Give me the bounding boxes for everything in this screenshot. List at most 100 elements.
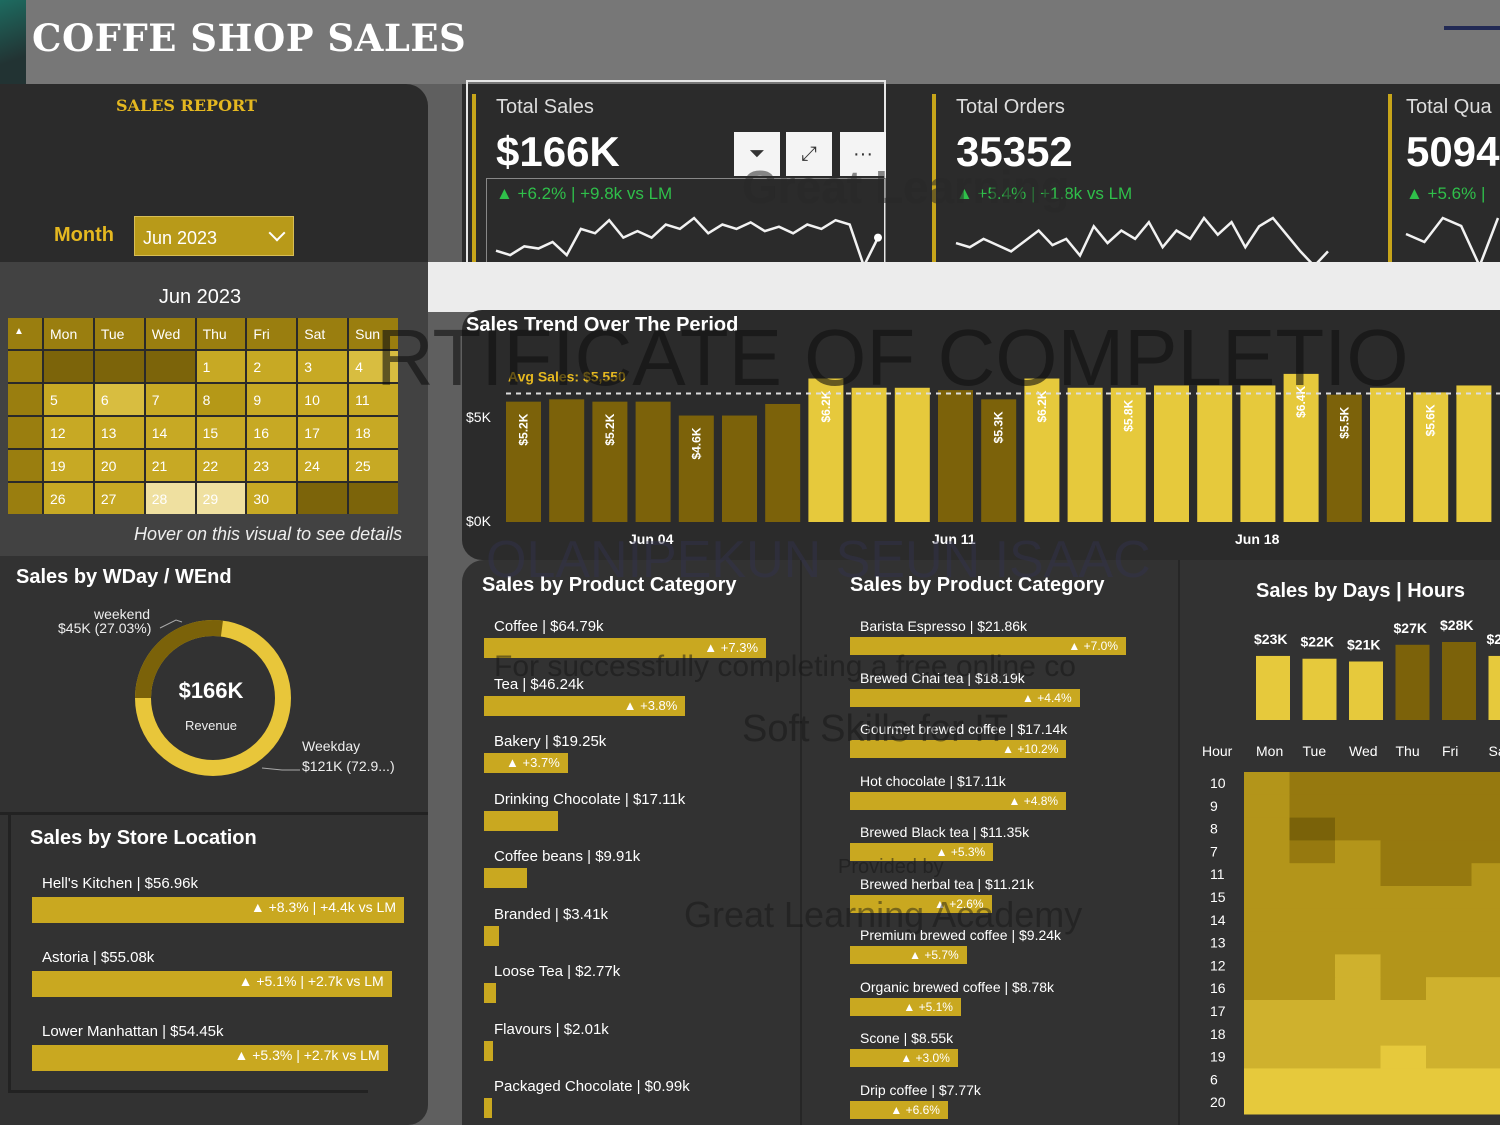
more-options-icon[interactable]: ··· bbox=[840, 132, 886, 176]
page-nav-indicator[interactable] bbox=[1444, 26, 1500, 30]
calendar-day-cell[interactable]: 12 bbox=[44, 417, 93, 448]
sales-trend-panel[interactable]: Sales Trend Over The Period $5K $0K $5.2K $… bbox=[462, 310, 1500, 560]
day-bar bbox=[1349, 661, 1383, 720]
bar[interactable] bbox=[484, 868, 528, 888]
calendar-day-cell[interactable]: 4 bbox=[349, 351, 398, 382]
bar[interactable]: ▲ +5.7% bbox=[850, 946, 967, 964]
calendar-heatmap[interactable]: Jun 2023 ▲ Mon Tue Wed Thu Fri Sat Sun 1 2 3 4 5 6 7 8 9… bbox=[0, 262, 428, 560]
focus-mode-icon[interactable]: ⤢ bbox=[786, 132, 832, 176]
bar[interactable]: ▲ +5.1% bbox=[850, 997, 961, 1016]
calendar-day-cell[interactable]: 16 bbox=[247, 417, 297, 448]
calendar-day-cell[interactable]: 28 bbox=[145, 483, 195, 514]
kpi-card-total-quantity[interactable]: Total Qua 5094 ▲ +5.6% | bbox=[1378, 84, 1500, 302]
bar[interactable]: ▲ +4.4% bbox=[850, 688, 1080, 707]
heatmap-cell bbox=[1471, 772, 1500, 796]
calendar-day-cell[interactable]: 30 bbox=[247, 483, 297, 514]
calendar-day-cell[interactable]: 5 bbox=[44, 384, 93, 415]
calendar-day-cell[interactable]: 15 bbox=[196, 417, 246, 448]
bar[interactable]: ▲ +10.2% bbox=[850, 740, 1067, 758]
calendar-day-cell[interactable] bbox=[298, 483, 348, 514]
hour-label: 11 bbox=[1210, 866, 1225, 882]
hour-label: 12 bbox=[1210, 957, 1226, 973]
calendar-day-cell[interactable]: 26 bbox=[44, 483, 93, 514]
bar-delta: ▲ +5.7% bbox=[909, 948, 959, 962]
calendar-day-cell[interactable]: 6 bbox=[94, 384, 144, 415]
trend-bar bbox=[1240, 385, 1276, 522]
day-bar bbox=[1442, 642, 1476, 720]
day-bar bbox=[1395, 644, 1430, 720]
heatmap-cell bbox=[1471, 1022, 1500, 1047]
heatmap-cell bbox=[1426, 1091, 1472, 1115]
calendar-day-cell[interactable]: 1 bbox=[196, 351, 246, 382]
bar[interactable]: ▲ +7.0% bbox=[850, 637, 1126, 655]
calendar-title: Jun 2023 bbox=[158, 286, 242, 308]
calendar-day-cell[interactable]: 11 bbox=[349, 384, 398, 415]
calendar-grid[interactable]: ▲ Mon Tue Wed Thu Fri Sat Sun 1 2 3 4 5 6 7 8 9 10 11 12 13 1… bbox=[8, 318, 398, 514]
store-location-panel[interactable]: Sales by Store Location Hell's Kitchen |… bbox=[0, 812, 428, 1125]
calendar-day-cell[interactable]: 9 bbox=[247, 384, 297, 415]
bar[interactable]: ▲ +3.0% bbox=[850, 1049, 958, 1067]
month-dropdown[interactable]: Jun 2023 bbox=[134, 216, 294, 256]
hour-label: 7 bbox=[1210, 843, 1218, 859]
heatmap-cell bbox=[1426, 863, 1472, 887]
heatmap-cell bbox=[1289, 1068, 1336, 1092]
calendar-day-cell[interactable]: 2 bbox=[247, 351, 297, 382]
product-type-panel[interactable]: Sales by Product Category Barista Espres… bbox=[800, 560, 1178, 1125]
bar[interactable]: ▲ +5.3% bbox=[850, 843, 994, 861]
wday-donut-chart[interactable] bbox=[0, 556, 428, 812]
product-category-panel[interactable]: Sales by Product Category Coffee | $64.7… bbox=[462, 560, 800, 1125]
calendar-day-cell[interactable]: 10 bbox=[298, 384, 348, 415]
calendar-day-cell[interactable]: 22 bbox=[196, 450, 246, 481]
calendar-day-cell[interactable]: 3 bbox=[298, 351, 348, 382]
calendar-day-cell[interactable] bbox=[145, 351, 195, 382]
bar[interactable] bbox=[484, 983, 497, 1003]
bar[interactable]: ▲ +5.1% | +2.7k vs LM bbox=[32, 971, 392, 997]
bar[interactable]: ▲ +3.8% bbox=[484, 695, 686, 716]
weekday-weekend-panel[interactable]: Sales by WDay / WEnd weekend $45K (27.03… bbox=[0, 556, 428, 812]
bar[interactable]: ▲ +6.6% bbox=[850, 1100, 948, 1119]
days-title: Sales by Days | Hours bbox=[1256, 580, 1466, 602]
bar[interactable] bbox=[484, 925, 499, 946]
calendar-day-cell[interactable]: 21 bbox=[145, 450, 195, 481]
heatmap-cell bbox=[1426, 1068, 1472, 1092]
bar[interactable] bbox=[484, 810, 559, 831]
calendar-day-cell[interactable]: 20 bbox=[94, 450, 144, 481]
calendar-day-cell[interactable]: 29 bbox=[196, 483, 246, 514]
sales-trend-chart[interactable]: $5K $0K $5.2K $5.2K $4.6K $6.2K $5.3K $6.2K $5.8… bbox=[462, 310, 1500, 560]
calendar-day-cell[interactable]: 18 bbox=[349, 417, 398, 448]
days-hours-panel[interactable]: Sales by Days | Hours $23K Mon $22K Tue $21K… bbox=[1178, 560, 1500, 1125]
bar-label: Organic brewed coffee | $8.78k bbox=[860, 978, 1055, 995]
kpi-card-total-sales[interactable]: Total Sales $166K ▲ +6.2% | +9.8k vs LM … bbox=[462, 80, 902, 302]
calendar-day-cell[interactable]: 23 bbox=[247, 450, 297, 481]
x-tick-label: Jun 18 bbox=[1235, 531, 1280, 547]
days-hours-chart[interactable]: $23KMon$22KTue$21KWed$27KThu$28KFri$23Sa… bbox=[1180, 560, 1500, 1125]
kpi-card-total-orders[interactable]: Total Orders 35352 ▲ +5.4% | +1.8k vs LM bbox=[922, 84, 1392, 302]
bar[interactable]: ▲ +3.7% bbox=[484, 753, 568, 773]
calendar-hint: Hover on this visual to see details bbox=[134, 524, 403, 544]
kpi-accent-bar bbox=[472, 94, 476, 294]
calendar-day-cell[interactable]: 17 bbox=[298, 417, 348, 448]
bar[interactable] bbox=[484, 1098, 492, 1118]
trend-data-label: $5.2K bbox=[603, 413, 617, 445]
bar[interactable]: ▲ +2.6% bbox=[850, 894, 992, 913]
trend-bar bbox=[1197, 385, 1233, 522]
calendar-day-cell[interactable]: 7 bbox=[145, 384, 195, 415]
calendar-day-cell[interactable] bbox=[349, 483, 398, 514]
calendar-day-cell[interactable]: 19 bbox=[44, 450, 93, 481]
calendar-day-cell[interactable]: 13 bbox=[94, 417, 144, 448]
bar[interactable]: ▲ +8.3% | +4.4k vs LM bbox=[32, 897, 404, 923]
calendar-day-cell[interactable]: 25 bbox=[349, 450, 398, 481]
calendar-day-cell[interactable]: 14 bbox=[145, 417, 195, 448]
bar[interactable]: ▲ +5.3% | +2.7k vs LM bbox=[32, 1045, 388, 1071]
filter-icon[interactable]: ⏷ bbox=[734, 132, 780, 176]
bar[interactable]: ▲ +7.3% bbox=[484, 638, 766, 658]
calendar-day-cell[interactable]: 24 bbox=[298, 450, 348, 481]
calendar-day-cell[interactable] bbox=[94, 351, 144, 382]
bar[interactable]: ▲ +4.8% bbox=[850, 791, 1067, 810]
calendar-day-cell[interactable] bbox=[44, 351, 93, 382]
sparkline-total-orders bbox=[955, 215, 1329, 268]
bar[interactable] bbox=[484, 1040, 493, 1061]
calendar-day-cell[interactable]: 8 bbox=[196, 384, 246, 415]
calendar-day-cell[interactable]: 27 bbox=[94, 483, 144, 514]
day-bar-label: $22K bbox=[1301, 634, 1334, 650]
